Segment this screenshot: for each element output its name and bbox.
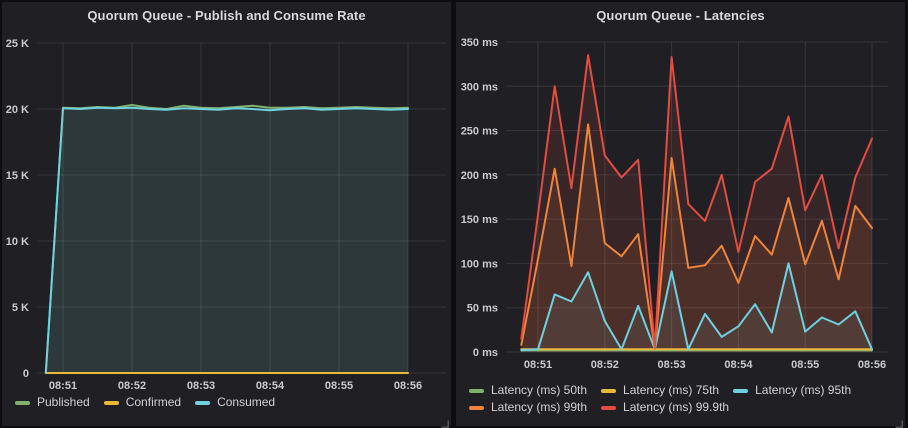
svg-text:25 K: 25 K — [6, 38, 29, 50]
svg-text:08:56: 08:56 — [858, 359, 886, 371]
panel-resize-handle[interactable] — [440, 415, 450, 428]
legend-color-dash-icon — [103, 400, 119, 405]
legend-color-dash-icon — [601, 388, 617, 393]
legend-item-label: Published — [37, 395, 90, 409]
legend-item-published[interactable]: Published — [15, 394, 90, 411]
legend-color-dash-icon — [15, 400, 30, 405]
panel-title[interactable]: Quorum Queue - Publish and Consume Rate — [87, 8, 366, 23]
legend: Latency (ms) 50th Latency (ms) 75th Latenc… — [456, 382, 905, 416]
legend-item-label: Confirmed — [125, 395, 182, 409]
resize-grip-icon — [441, 420, 450, 428]
legend-color-dash-icon — [469, 405, 484, 410]
panel-title[interactable]: Quorum Queue - Latencies — [596, 8, 765, 23]
legend-item-label: Latency (ms) 99.9th — [623, 400, 730, 414]
svg-text:08:52: 08:52 — [118, 380, 146, 391]
svg-text:10 K: 10 K — [6, 236, 29, 248]
svg-text:08:54: 08:54 — [724, 359, 753, 371]
svg-text:08:55: 08:55 — [791, 359, 819, 371]
svg-text:50 ms: 50 ms — [467, 303, 498, 315]
panel-resize-handle[interactable] — [894, 415, 904, 428]
svg-text:08:53: 08:53 — [658, 359, 686, 371]
legend-color-dash-icon — [733, 388, 749, 393]
svg-text:250 ms: 250 ms — [461, 126, 498, 138]
svg-text:5 K: 5 K — [12, 302, 29, 314]
svg-text:0: 0 — [23, 368, 29, 380]
svg-text:08:52: 08:52 — [591, 359, 619, 371]
legend-color-dash-icon — [469, 388, 484, 393]
svg-text:200 ms: 200 ms — [461, 170, 498, 182]
svg-text:08:53: 08:53 — [187, 380, 215, 391]
resize-grip-icon — [895, 420, 904, 428]
svg-text:08:55: 08:55 — [325, 380, 353, 391]
legend-item-latency-ms-95th[interactable]: Latency (ms) 95th — [733, 382, 851, 399]
svg-text:08:51: 08:51 — [49, 380, 77, 391]
legend: Published Confirmed Consumed — [2, 394, 451, 411]
legend-item-confirmed[interactable]: Confirmed — [103, 394, 182, 411]
legend-item-label: Consumed — [217, 395, 276, 409]
legend-item-latency-ms-99.9th[interactable]: Latency (ms) 99.9th — [601, 399, 729, 416]
legend-item-latency-ms-99th[interactable]: Latency (ms) 99th — [469, 399, 587, 416]
panel-latencies: Quorum Queue - Latencies 0 ms 50 ms 100 ms… — [456, 2, 905, 428]
legend-color-dash-icon — [195, 400, 211, 405]
svg-text:100 ms: 100 ms — [461, 258, 498, 270]
publish-consume-chart[interactable]: 0 5 K 10 K 15 K 20 K 25 K 08:51 08:52 08:53 08:54… — [2, 29, 450, 391]
svg-text:350 ms: 350 ms — [461, 37, 498, 49]
legend-item-label: Latency (ms) 50th — [491, 383, 588, 397]
legend-item-label: Latency (ms) 99th — [491, 400, 588, 414]
legend-item-latency-ms-50th[interactable]: Latency (ms) 50th — [469, 382, 587, 399]
latencies-chart[interactable]: 0 ms 50 ms 100 ms 150 ms 200 ms 250 ms 300 ms 3… — [456, 29, 904, 379]
legend-color-dash-icon — [601, 405, 617, 410]
legend-item-latency-ms-75th[interactable]: Latency (ms) 75th — [601, 382, 719, 399]
legend-item-label: Latency (ms) 95th — [755, 383, 852, 397]
legend-item-label: Latency (ms) 75th — [623, 383, 720, 397]
svg-text:08:51: 08:51 — [524, 359, 552, 371]
svg-text:150 ms: 150 ms — [461, 214, 498, 226]
svg-text:08:54: 08:54 — [256, 380, 285, 391]
svg-text:08:56: 08:56 — [394, 380, 422, 391]
panel-publish-consume-rate: Quorum Queue - Publish and Consume Rate … — [2, 2, 451, 428]
svg-text:300 ms: 300 ms — [461, 81, 498, 93]
svg-text:0 ms: 0 ms — [473, 347, 498, 359]
svg-text:20 K: 20 K — [6, 104, 29, 116]
svg-text:15 K: 15 K — [6, 170, 29, 182]
legend-item-consumed[interactable]: Consumed — [195, 394, 275, 411]
